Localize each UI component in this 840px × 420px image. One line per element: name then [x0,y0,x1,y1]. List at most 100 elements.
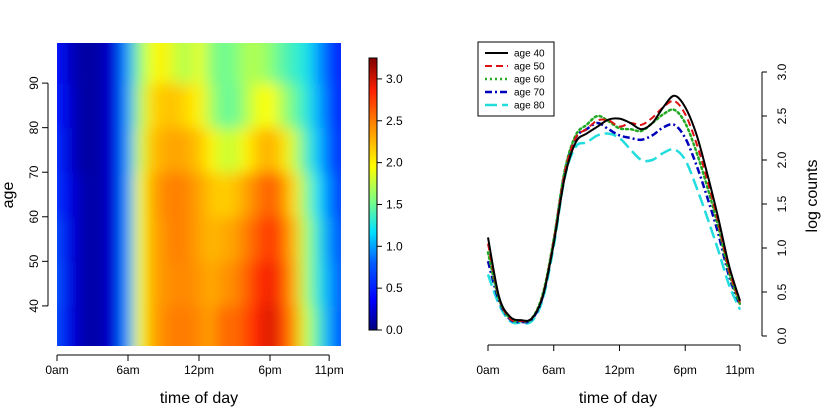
colorbar-tick-label: 3.0 [386,72,403,86]
heatmap-cell [204,172,218,218]
heatmap-x-tick-label: 6am [116,363,139,377]
heatmap-cell [311,216,324,262]
heatmap-cell [252,305,265,346]
heatmap-cell [57,172,64,218]
heatmap-cell [74,83,88,129]
heatmap-cell [98,305,111,346]
heatmap-cell [275,127,289,173]
line-y-tick-label: 2.0 [775,151,789,168]
heatmap-cell [240,216,253,262]
heatmap-cell [133,172,147,218]
heatmap-cell [169,83,182,129]
heatmap-cell [157,216,170,262]
heatmap-cell [299,172,312,218]
heatmap-cell [74,261,88,307]
heatmap-cell [169,43,182,84]
heatmap-cell [323,127,336,173]
line-y-tick-label: 0.5 [775,283,789,300]
heatmap-cell [252,43,265,84]
heatmap-cell [228,172,241,218]
heatmap-y-tick-label: 80 [27,121,41,135]
colorbar-axis: 0.0 0.5 1.0 1.5 2.0 2.5 3.0 [377,72,403,337]
colorbar-tick-label: 0.5 [386,281,403,295]
heatmap-cell [323,305,336,346]
legend-label: age 70 [514,88,545,99]
line-y-label: log counts [804,160,821,233]
heatmap-cell [98,261,111,307]
heatmap-cell [240,43,253,84]
heatmap-cell [122,261,135,307]
heatmap-cell [98,127,111,173]
heatmap-cell [181,172,194,218]
heatmap-cell [62,127,76,173]
line-y-tick-label: 1.5 [775,195,789,212]
heatmap-cell [311,172,324,218]
heatmap-cell [299,127,312,173]
heatmap-cell [299,216,312,262]
heatmap-cell [157,127,170,173]
colorbar-tick-label: 0.0 [386,323,403,337]
heatmap-cell [98,43,111,84]
heatmap-cell [86,261,99,307]
heatmap-cell [157,172,170,218]
heatmap-cell [145,305,159,346]
heatmap-cell [323,83,336,129]
heatmap-cell [181,127,194,173]
heatmap-cell [169,261,182,307]
legend-label: age 60 [514,75,545,86]
heatmap-cell [193,216,206,262]
heatmap-cell [264,261,277,307]
heatmap-cell [335,43,341,84]
heatmap-cell [193,83,206,129]
heatmap-cell [275,172,289,218]
heatmap-cell [275,261,289,307]
heatmap-cell [86,83,99,129]
line-x-tick-label: 0am [476,363,499,377]
heatmap-cell [228,83,241,129]
heatmap-cell [181,216,194,262]
colorbar-tick-label: 1.0 [386,239,403,253]
heatmap-cell [204,261,218,307]
line-y-tick-label: 1.0 [775,239,789,256]
line-x-tick-label: 6pm [674,363,697,377]
heatmap-cell [157,83,170,129]
heatmap-cell [311,261,324,307]
heatmap-cell [323,172,336,218]
heatmap-cell [311,127,324,173]
legend-label: age 80 [514,101,545,112]
heatmap-cell [145,127,159,173]
heatmap-cell [264,43,277,84]
heatmap-cell [228,305,241,346]
heatmap-cell [228,127,241,173]
heatmap-cell [204,305,218,346]
legend: age 40 age 50 age 60 age 70 age 80 [477,41,555,117]
line-series-group [486,94,742,325]
heatmap-cell [287,83,301,129]
heatmap-cell [335,172,341,218]
heatmap-cell [311,83,324,129]
heatmap-cell [275,216,289,262]
heatmap-x-label: time of day [160,390,238,407]
heatmap-cell [264,127,277,173]
heatmap-cell [110,216,123,262]
heatmap-cell [74,216,88,262]
heatmap-y-tick-label: 90 [27,76,41,90]
colorbar-tick-label: 1.5 [386,197,403,211]
heatmap-cell [74,305,88,346]
heatmap-cell [287,43,301,84]
heatmap-cell [240,261,253,307]
heatmap-cell [86,305,99,346]
heatmap-cell [122,305,135,346]
heatmap-cell [57,216,64,262]
heatmap-y-tick-label: 40 [27,299,41,313]
heatmap-cell [193,172,206,218]
heatmap-cell [264,305,277,346]
heatmap-x-tick-label: 12pm [184,363,214,377]
heatmap-cell [204,43,218,84]
heatmap-cell [57,43,64,84]
heatmap-cell [145,172,159,218]
heatmap-cell [275,43,289,84]
heatmap-cell [264,216,277,262]
heatmap-cell [86,127,99,173]
